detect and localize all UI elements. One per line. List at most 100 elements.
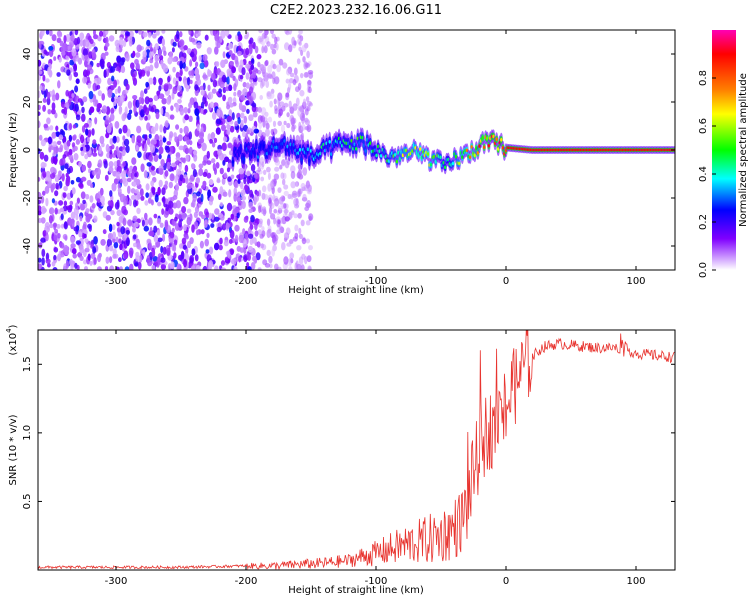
noise-cell xyxy=(65,177,71,184)
noise-cell xyxy=(305,96,310,102)
noise-cell xyxy=(215,162,220,169)
noise-cell xyxy=(43,49,48,55)
noise-cell xyxy=(161,84,165,90)
noise-cell xyxy=(229,125,235,133)
noise-cell xyxy=(237,117,241,125)
noise-cell xyxy=(195,177,200,184)
noise-cell xyxy=(132,234,137,240)
noise-cell xyxy=(194,108,200,116)
noise-cell xyxy=(214,33,219,42)
noise-cell xyxy=(108,161,114,168)
noise-cell xyxy=(294,203,300,209)
snr-multiplier: (x104) xyxy=(5,324,19,355)
noise-cell xyxy=(183,125,189,135)
noise-cell xyxy=(114,39,120,48)
noise-cell xyxy=(293,67,298,76)
noise-cell xyxy=(231,258,237,265)
noise-cell xyxy=(198,163,204,169)
noise-cell xyxy=(54,112,58,119)
noise-cell xyxy=(75,114,81,121)
noise-cell xyxy=(113,242,119,249)
noise-cell xyxy=(230,174,235,180)
noise-cell xyxy=(140,195,145,201)
noise-cell xyxy=(57,31,63,38)
noise-cell xyxy=(96,77,102,85)
noise-cell xyxy=(305,118,310,125)
noise-cell xyxy=(252,255,256,262)
noise-cell xyxy=(42,74,46,82)
noise-cell xyxy=(255,68,259,74)
noise-cell xyxy=(306,100,312,107)
noise-cell xyxy=(202,180,207,188)
signal-core xyxy=(481,136,484,140)
noise-cell xyxy=(249,37,254,45)
noise-cell xyxy=(150,139,155,145)
noise-cell xyxy=(138,96,142,105)
noise-cell xyxy=(65,55,70,61)
noise-cell xyxy=(99,58,105,68)
noise-cell xyxy=(195,61,199,68)
noise-cell xyxy=(179,68,183,77)
noise-cell xyxy=(243,115,248,124)
noise-cell xyxy=(127,219,133,227)
noise-cell xyxy=(76,197,80,204)
noise-cell xyxy=(226,128,231,136)
noise-cell xyxy=(186,217,192,226)
noise-cell xyxy=(254,230,259,237)
snr-frame xyxy=(37,329,676,571)
noise-cell xyxy=(133,242,137,248)
noise-cell xyxy=(122,124,128,134)
noise-cell xyxy=(214,242,220,251)
snr-x-tick-label: -100 xyxy=(365,576,388,587)
noise-cell xyxy=(64,163,69,170)
noise-cell xyxy=(47,262,51,268)
noise-cell xyxy=(178,76,182,82)
noise-cell xyxy=(109,265,115,270)
noise-cell xyxy=(64,235,68,241)
noise-cell xyxy=(289,72,295,78)
noise-cell xyxy=(228,84,233,92)
noise-cell xyxy=(213,137,218,144)
noise-cell xyxy=(276,229,282,235)
noise-cell xyxy=(223,136,228,143)
noise-cell xyxy=(56,72,61,77)
noise-cell xyxy=(179,60,183,70)
signal-core xyxy=(394,153,397,157)
noise-cell xyxy=(38,120,41,129)
snr-x-axis-label: Height of straight line (km) xyxy=(288,585,424,596)
noise-cell xyxy=(38,40,42,50)
noise-cell xyxy=(248,201,254,209)
noise-cell xyxy=(261,230,266,237)
noise-cell xyxy=(187,108,191,114)
noise-cell xyxy=(200,126,204,133)
noise-cell xyxy=(38,176,41,182)
noise-cell xyxy=(60,46,66,53)
noise-cell xyxy=(54,190,59,197)
noise-cell xyxy=(85,194,90,200)
noise-cell xyxy=(271,48,277,55)
noise-cell xyxy=(87,82,92,89)
noise-cell xyxy=(88,90,94,100)
noise-cell xyxy=(52,267,58,270)
noise-cell xyxy=(105,42,110,47)
noise-cell xyxy=(273,173,280,180)
noise-cell xyxy=(265,59,269,66)
noise-cell xyxy=(97,159,103,169)
noise-cell xyxy=(145,192,150,198)
noise-cell xyxy=(166,247,171,257)
noise-cell xyxy=(234,224,240,232)
noise-cell xyxy=(157,186,161,196)
noise-cell xyxy=(84,266,88,270)
noise-cell xyxy=(160,264,166,270)
noise-cell xyxy=(258,218,263,225)
signal-core xyxy=(256,155,260,159)
noise-cell xyxy=(207,70,212,77)
noise-cell xyxy=(193,101,199,109)
noise-cell xyxy=(184,164,189,173)
noise-cell xyxy=(73,63,77,72)
noise-cell xyxy=(198,55,202,62)
noise-cell xyxy=(184,234,189,240)
noise-cell xyxy=(58,170,62,178)
noise-cell xyxy=(114,121,120,129)
